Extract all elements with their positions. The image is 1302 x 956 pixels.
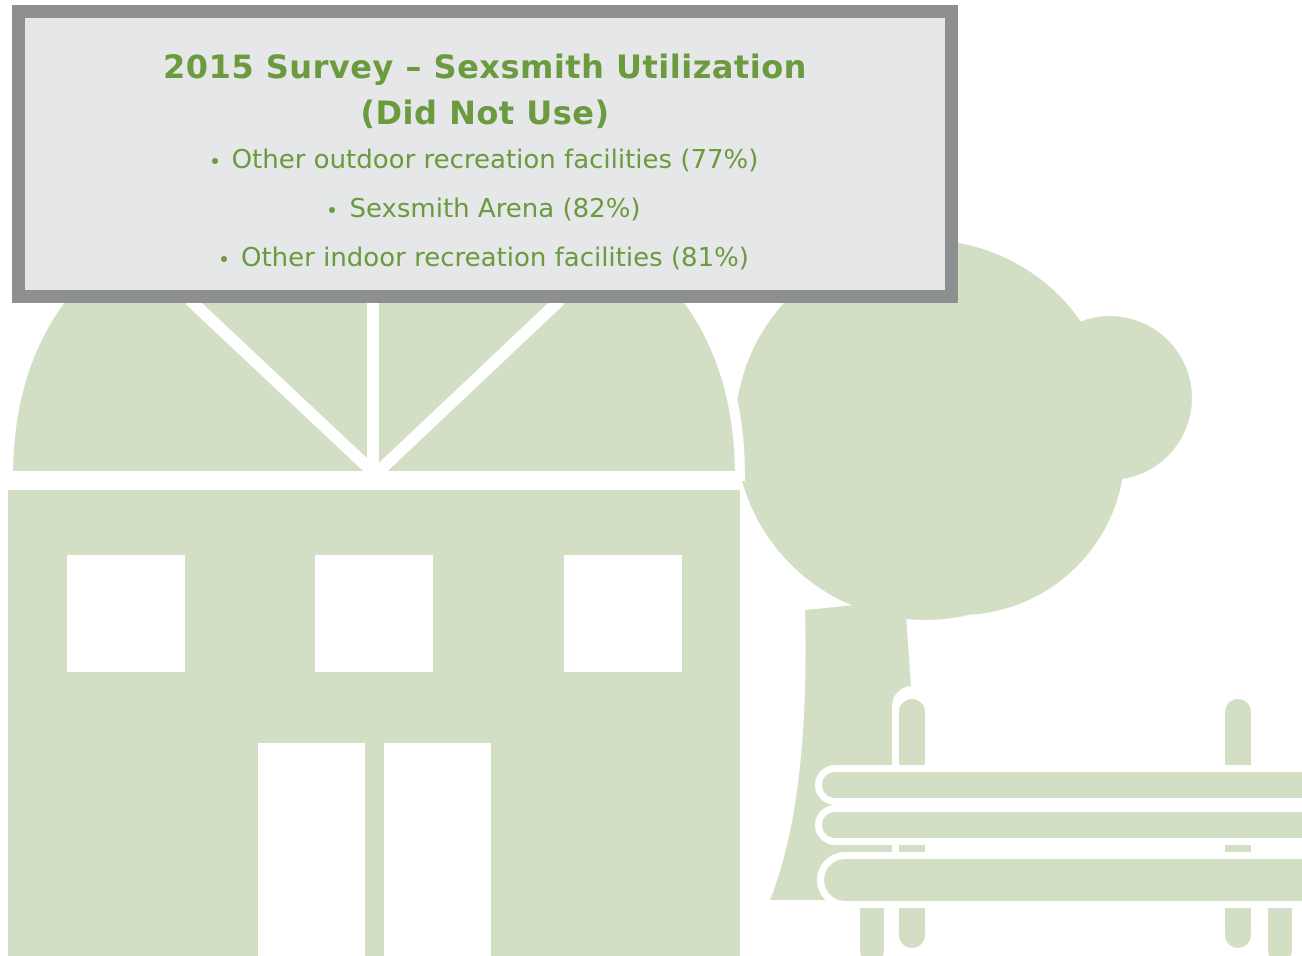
title-line: (Did Not Use): [25, 90, 945, 136]
list-item: Other indoor recreation facilities (81%): [25, 234, 945, 283]
item-text: Sexsmith Arena (82%): [349, 185, 640, 234]
bullet: [212, 158, 218, 164]
bullet: [329, 207, 335, 213]
item-list: Other outdoor recreation facilities (77%…: [25, 136, 945, 283]
title: 2015 Survey – Sexsmith Utilization(Did N…: [25, 44, 945, 136]
info-box: 2015 Survey – Sexsmith Utilization(Did N…: [12, 5, 958, 303]
title-line: 2015 Survey – Sexsmith Utilization: [25, 44, 945, 90]
item-text: Other outdoor recreation facilities (77%…: [232, 136, 759, 185]
list-item: Other outdoor recreation facilities (77%…: [25, 136, 945, 185]
bench: [835, 706, 1302, 950]
bullet: [221, 256, 227, 262]
page: {"header": {"title_lines": ["2015 Survey…: [0, 0, 1302, 956]
list-item: Sexsmith Arena (82%): [25, 185, 945, 234]
item-text: Other indoor recreation facilities (81%): [241, 234, 749, 283]
